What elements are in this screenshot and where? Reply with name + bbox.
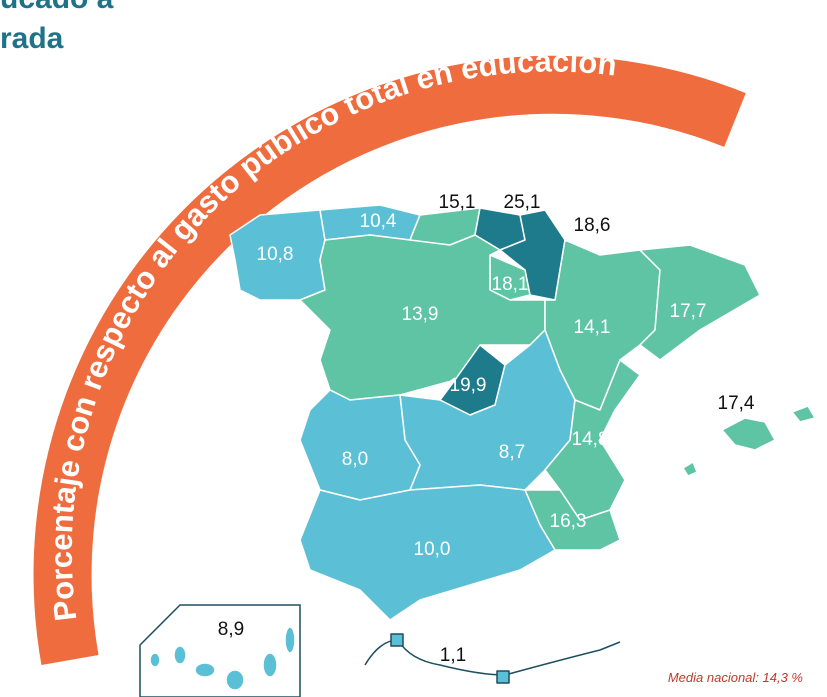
island	[194, 662, 216, 678]
island	[225, 669, 245, 691]
value-label: 17,4	[718, 393, 755, 414]
value-label: 8,9	[218, 619, 244, 640]
value-label: 13,9	[402, 304, 439, 325]
city	[390, 633, 404, 647]
value-label: 14,8	[572, 429, 609, 450]
title-line: rada	[0, 22, 64, 55]
island	[262, 652, 278, 678]
value-label: 10,8	[257, 244, 294, 265]
island	[791, 405, 816, 423]
island	[284, 626, 296, 654]
value-label: 8,0	[342, 449, 368, 470]
value-label: 15,1	[439, 192, 476, 213]
island	[721, 417, 776, 451]
value-label: 10,4	[360, 211, 397, 232]
canary-islands	[149, 626, 296, 691]
regions	[139, 204, 816, 697]
island	[682, 461, 698, 477]
value-label: 18,1	[492, 274, 529, 295]
region	[299, 484, 556, 621]
note: Media nacional: 14,3 %	[668, 670, 803, 685]
value-label: 17,7	[670, 301, 707, 322]
value-label: 10,0	[414, 539, 451, 560]
value-label: 19,9	[450, 375, 487, 396]
region	[544, 359, 641, 521]
value-labels: 10,8 10,4 15,1 25,1 18,6 18,1 13,9 14,1 …	[218, 192, 755, 666]
islands	[682, 405, 816, 477]
value-label: 8,7	[499, 442, 525, 463]
inset-frame	[139, 604, 301, 697]
arc-band	[33, 55, 746, 666]
city	[496, 670, 510, 684]
value-label: 1,1	[440, 645, 466, 666]
value-label: 25,1	[504, 192, 541, 213]
region	[299, 389, 421, 501]
title-line: ucado a	[0, 0, 114, 15]
value-label: 14,1	[574, 317, 611, 338]
island	[173, 645, 187, 665]
value-label: 18,6	[574, 215, 611, 236]
region	[639, 244, 761, 361]
island	[149, 652, 161, 668]
ceuta-melilla	[390, 633, 510, 684]
value-label: 16,3	[550, 511, 587, 532]
